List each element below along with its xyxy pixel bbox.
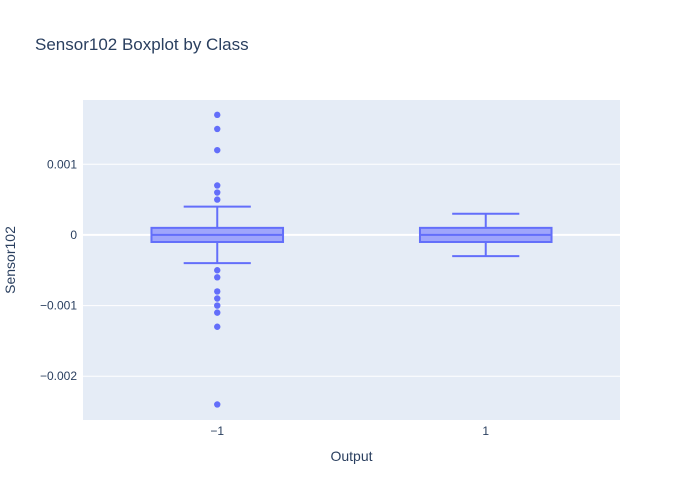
outlier-point	[214, 288, 221, 295]
box-2	[418, 212, 553, 258]
outlier-point	[214, 111, 221, 119]
outlier-point	[214, 295, 221, 302]
outlier-point	[214, 125, 221, 133]
outlier-point	[214, 189, 221, 196]
x-axis-ticks: −1 1	[210, 424, 489, 438]
outlier-point	[214, 274, 221, 281]
outlier-point	[214, 323, 221, 330]
y-axis-label: Sensor102	[2, 226, 18, 294]
outlier-point	[214, 146, 221, 154]
outlier-point	[214, 267, 221, 274]
y-tick-label: 0.001	[47, 157, 77, 171]
outlier-point	[214, 196, 221, 203]
box-1	[150, 111, 285, 408]
x-axis-label: Output	[330, 448, 372, 464]
y-tick-label: −0.001	[40, 299, 77, 313]
x-tick-label: −1	[210, 424, 224, 438]
outlier-point	[214, 309, 221, 316]
x-tick-label: 1	[482, 424, 489, 438]
boxes	[150, 111, 553, 408]
outlier-point	[214, 401, 221, 408]
outlier-point	[214, 182, 221, 189]
y-axis-ticks: 0.001 0 −0.001 −0.002	[40, 157, 77, 383]
plot-area	[83, 100, 620, 420]
chart-title: Sensor102 Boxplot by Class	[35, 35, 249, 54]
y-tick-label: −0.002	[40, 369, 77, 383]
y-tick-label: 0	[70, 228, 77, 242]
outlier-point	[214, 302, 221, 309]
